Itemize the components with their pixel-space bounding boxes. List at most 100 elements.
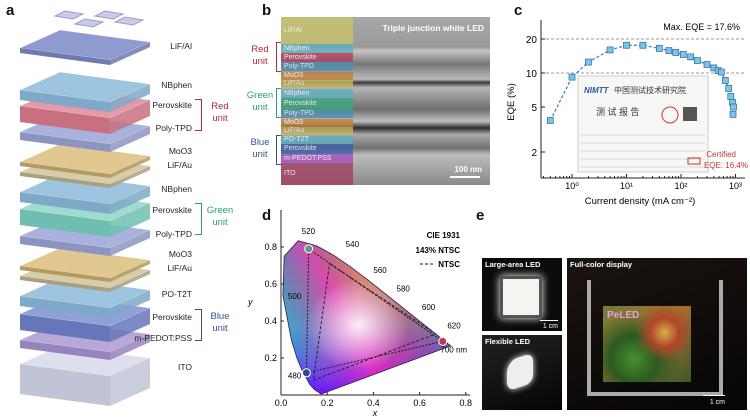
x-tick-label: 0.4 <box>367 398 380 408</box>
unit-label-green: Green unit <box>246 90 274 113</box>
certified-label: Certified <box>706 150 736 159</box>
scale-bar <box>450 176 480 178</box>
electrode-bar <box>73 18 105 28</box>
eqe-data-point <box>585 58 592 66</box>
layer-label-8: Poly-TPD <box>155 229 192 239</box>
unit-bracket <box>195 99 202 131</box>
layer-front <box>20 314 110 342</box>
panel-label-b: b <box>262 2 272 19</box>
layer-side <box>110 290 150 318</box>
device-color-point <box>438 336 448 346</box>
layer-front <box>20 236 110 256</box>
layer-front <box>20 192 110 214</box>
layer-front <box>20 132 110 152</box>
band-14: ITO <box>281 163 353 185</box>
report-highlight <box>687 157 701 165</box>
large-area-led-title: Large-area LED <box>485 260 541 269</box>
tem-title: Triple junction white LED <box>382 23 484 33</box>
eqe-data-point <box>721 77 729 84</box>
legend-ntsc: NTSC <box>438 260 460 269</box>
layer-front <box>20 276 110 292</box>
large-area-led-photo: Large-area LED 1 cm <box>482 258 562 331</box>
layer-side <box>110 260 150 282</box>
eqe-data-point <box>639 41 647 49</box>
layer-front <box>20 296 110 318</box>
layer-label-5: LiF/Au <box>167 160 192 170</box>
band-5: LiF/Au <box>281 80 353 88</box>
layer-side <box>110 270 150 292</box>
x-tick-label: 10⁰ <box>565 181 579 191</box>
full-color-display-photo: Full-color display PeLED 1 cm <box>567 258 747 410</box>
scale-label: 1 cm <box>709 399 725 406</box>
gamut-fill <box>282 240 451 395</box>
glowing-led <box>500 276 542 318</box>
layer-side <box>110 334 150 360</box>
layer-label-0: LiF/Al <box>170 41 192 51</box>
band-6: NBphen <box>281 89 353 98</box>
layer-label-6: NBphen <box>161 184 192 194</box>
layer-front <box>20 266 110 282</box>
layer-side <box>110 230 150 256</box>
flexible-led-photo: Flexible LED <box>482 335 562 410</box>
layer-label-2: Perovskite <box>152 100 192 110</box>
y-tick-label: 10 <box>526 69 538 80</box>
x-tick-label: 10³ <box>729 181 742 191</box>
layer-side <box>110 156 150 178</box>
layer-front <box>20 209 110 237</box>
x-tick-label: 0.6 <box>413 398 426 408</box>
unit-label-red: Red unit <box>211 101 229 124</box>
layer-side <box>110 186 150 214</box>
x-tick-label: 0.8 <box>460 398 473 408</box>
layer-side <box>110 126 150 152</box>
unit-bracket <box>195 203 202 235</box>
layer-side <box>110 308 150 342</box>
electrode-bar <box>113 16 145 26</box>
layer-label-4: MoO3 <box>168 146 192 156</box>
device-color-point <box>301 368 311 378</box>
layer-front <box>20 90 110 112</box>
x-tick-label: 10¹ <box>620 181 633 191</box>
eqe-data-point <box>729 111 737 118</box>
eqe-data-point <box>717 68 725 76</box>
max-eqe-annotation: Max. EQE = 17.6% <box>663 22 740 32</box>
y-tick-label: 0.6 <box>264 279 277 289</box>
y-tick-label: 20 <box>526 35 538 46</box>
band-3: Poly-TPD <box>281 62 353 71</box>
x-tick-label: 0.0 <box>275 398 288 408</box>
y-tick-label: 5 <box>531 103 537 114</box>
eqe-data-point <box>727 93 735 100</box>
tem-cross-section-image: Triple junction white LED 100 nm LiF/Al N… <box>281 17 490 185</box>
layer-label-7: Perovskite <box>152 205 192 215</box>
eqe-data-point <box>606 46 614 54</box>
scale-bar-label: 100 nm <box>454 165 482 174</box>
eqe-data-point <box>725 85 733 92</box>
layer-label-13: m-PEDOT:PSS <box>134 333 192 343</box>
scale-bar <box>540 320 558 321</box>
report-qr <box>683 107 697 121</box>
layer-label-10: LiF/Au <box>167 263 192 273</box>
eqe-data-point <box>730 103 737 111</box>
report-title: 测 试 报 告 <box>596 106 640 117</box>
band-2: Perovskite <box>281 53 353 62</box>
layer-side <box>110 42 150 65</box>
full-color-display-title: Full-color display <box>570 260 633 269</box>
layer-front <box>20 162 110 178</box>
device-stack-diagram <box>19 10 151 406</box>
display-text: PeLED <box>607 310 640 321</box>
wavelength-label: 620 <box>447 321 461 330</box>
band-10: LiF/Au <box>281 127 353 135</box>
panel-label-c: c <box>514 2 523 19</box>
y-tick-label: 0.2 <box>264 353 277 363</box>
certified-value: EQE: 16.4% <box>704 161 748 170</box>
layer-side <box>110 166 150 188</box>
electrode-bar <box>93 10 125 20</box>
device-gamut-triangle <box>305 247 445 374</box>
x-tick-label: 0.2 <box>321 398 334 408</box>
eqe-data-point <box>623 41 630 49</box>
band-0: LiF/Al <box>281 17 353 44</box>
layer-front <box>20 340 110 360</box>
y-tick-label: 0.8 <box>264 242 277 252</box>
layer-label-11: PO-T2T <box>161 289 192 299</box>
unit-bracket <box>276 42 281 72</box>
